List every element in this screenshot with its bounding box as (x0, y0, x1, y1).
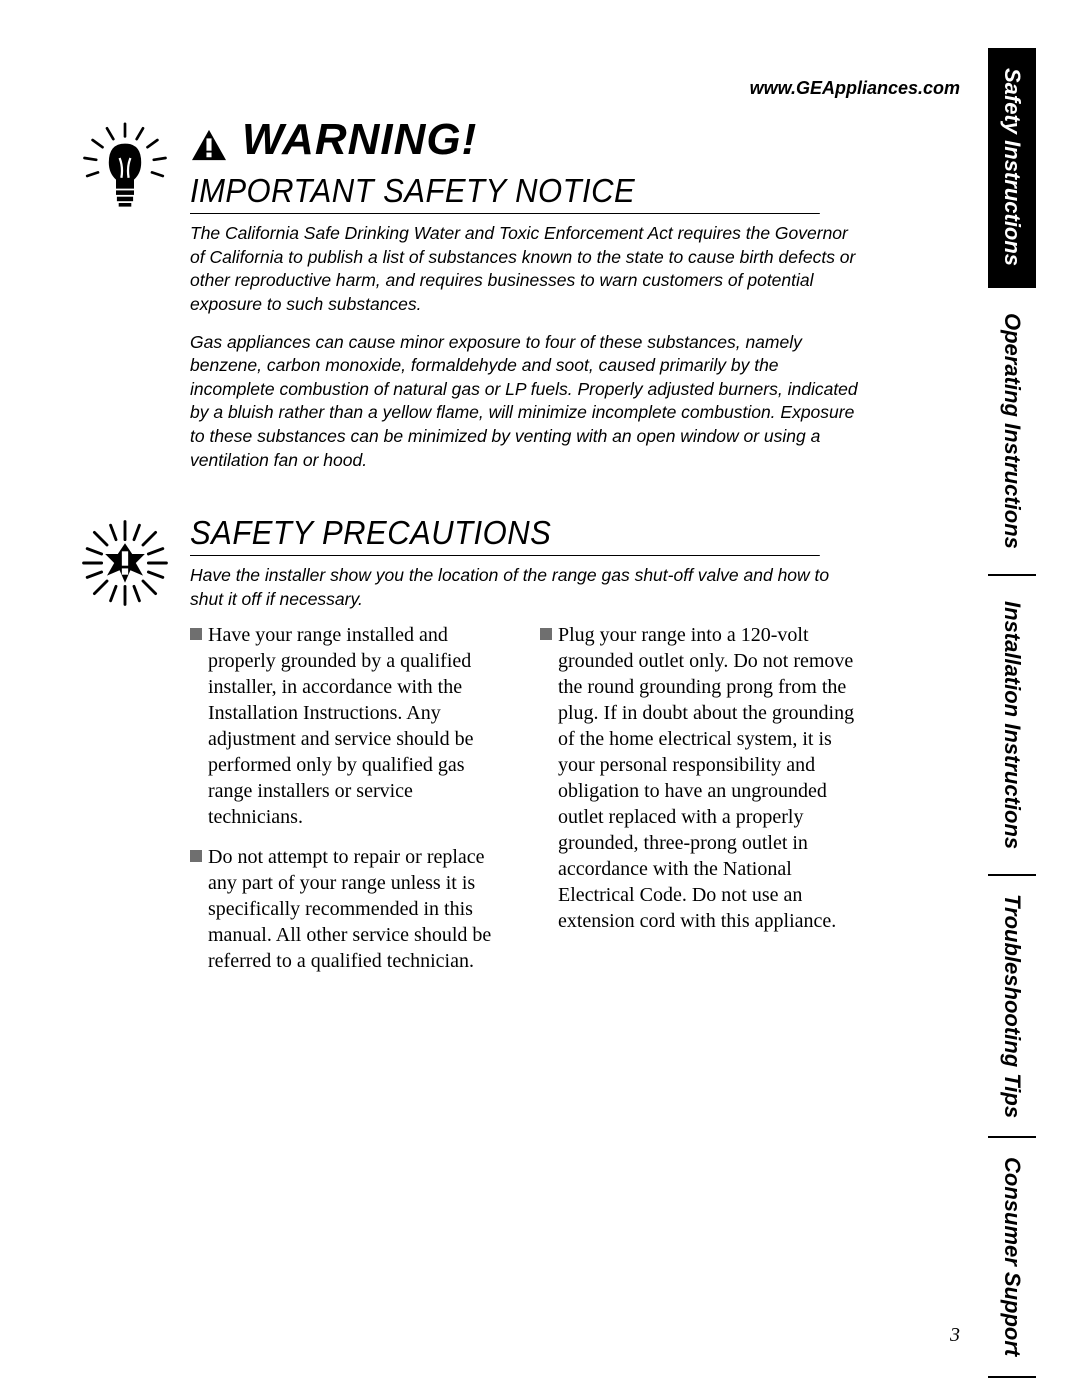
list-item: Have your range installed and properly g… (190, 622, 510, 830)
safety-notice-body: WARNING! IMPORTANT SAFETY NOTICE The Cal… (190, 118, 860, 472)
tab-consumer-support[interactable]: Consumer Support (988, 1138, 1036, 1378)
tab-safety-instructions[interactable]: Safety Instructions (988, 48, 1036, 288)
bullet-text: Plug your range into a 120-volt grounded… (558, 622, 860, 934)
precautions-title: SAFETY PRECAUTIONS (190, 514, 820, 556)
tab-troubleshooting-tips[interactable]: Troubleshooting Tips (988, 876, 1036, 1138)
page-number: 3 (950, 1324, 960, 1347)
explosion-icon (80, 518, 170, 608)
precautions-body: SAFETY PRECAUTIONS Have the installer sh… (190, 514, 860, 987)
list-item: Plug your range into a 120-volt grounded… (540, 622, 860, 934)
precautions-section: SAFETY PRECAUTIONS Have the installer sh… (80, 514, 860, 987)
safety-notice-title: IMPORTANT SAFETY NOTICE (190, 172, 820, 214)
bullet-icon (190, 628, 202, 640)
precautions-left-col: Have your range installed and properly g… (190, 622, 510, 988)
tab-installation-instructions[interactable]: Installation Instructions (988, 576, 1036, 876)
bullet-icon (190, 850, 202, 862)
page-container: www.GEAppliances.com (0, 0, 1080, 1397)
list-item: Do not attempt to repair or replace any … (190, 844, 510, 974)
lightbulb-burst-icon (80, 122, 170, 212)
warning-heading: WARNING! (190, 118, 860, 162)
precautions-columns: Have your range installed and properly g… (190, 622, 860, 988)
precautions-right-col: Plug your range into a 120-volt grounded… (540, 622, 860, 988)
bullet-text: Have your range installed and properly g… (208, 622, 510, 830)
safety-notice-para2: Gas appliances can cause minor exposure … (190, 331, 860, 473)
bullet-text: Do not attempt to repair or replace any … (208, 844, 510, 974)
bullet-icon (540, 628, 552, 640)
side-tabs: Safety InstructionsOperating Instruction… (988, 48, 1036, 1378)
tab-operating-instructions[interactable]: Operating Instructions (988, 288, 1036, 576)
warning-triangle-icon (190, 128, 228, 162)
main-content: WARNING! IMPORTANT SAFETY NOTICE The Cal… (80, 118, 860, 988)
warning-label: WARNING! (242, 118, 477, 162)
safety-notice-section: WARNING! IMPORTANT SAFETY NOTICE The Cal… (80, 118, 860, 472)
safety-notice-para1: The California Safe Drinking Water and T… (190, 222, 860, 317)
header-url[interactable]: www.GEAppliances.com (750, 78, 960, 99)
precautions-note: Have the installer show you the location… (190, 564, 860, 611)
